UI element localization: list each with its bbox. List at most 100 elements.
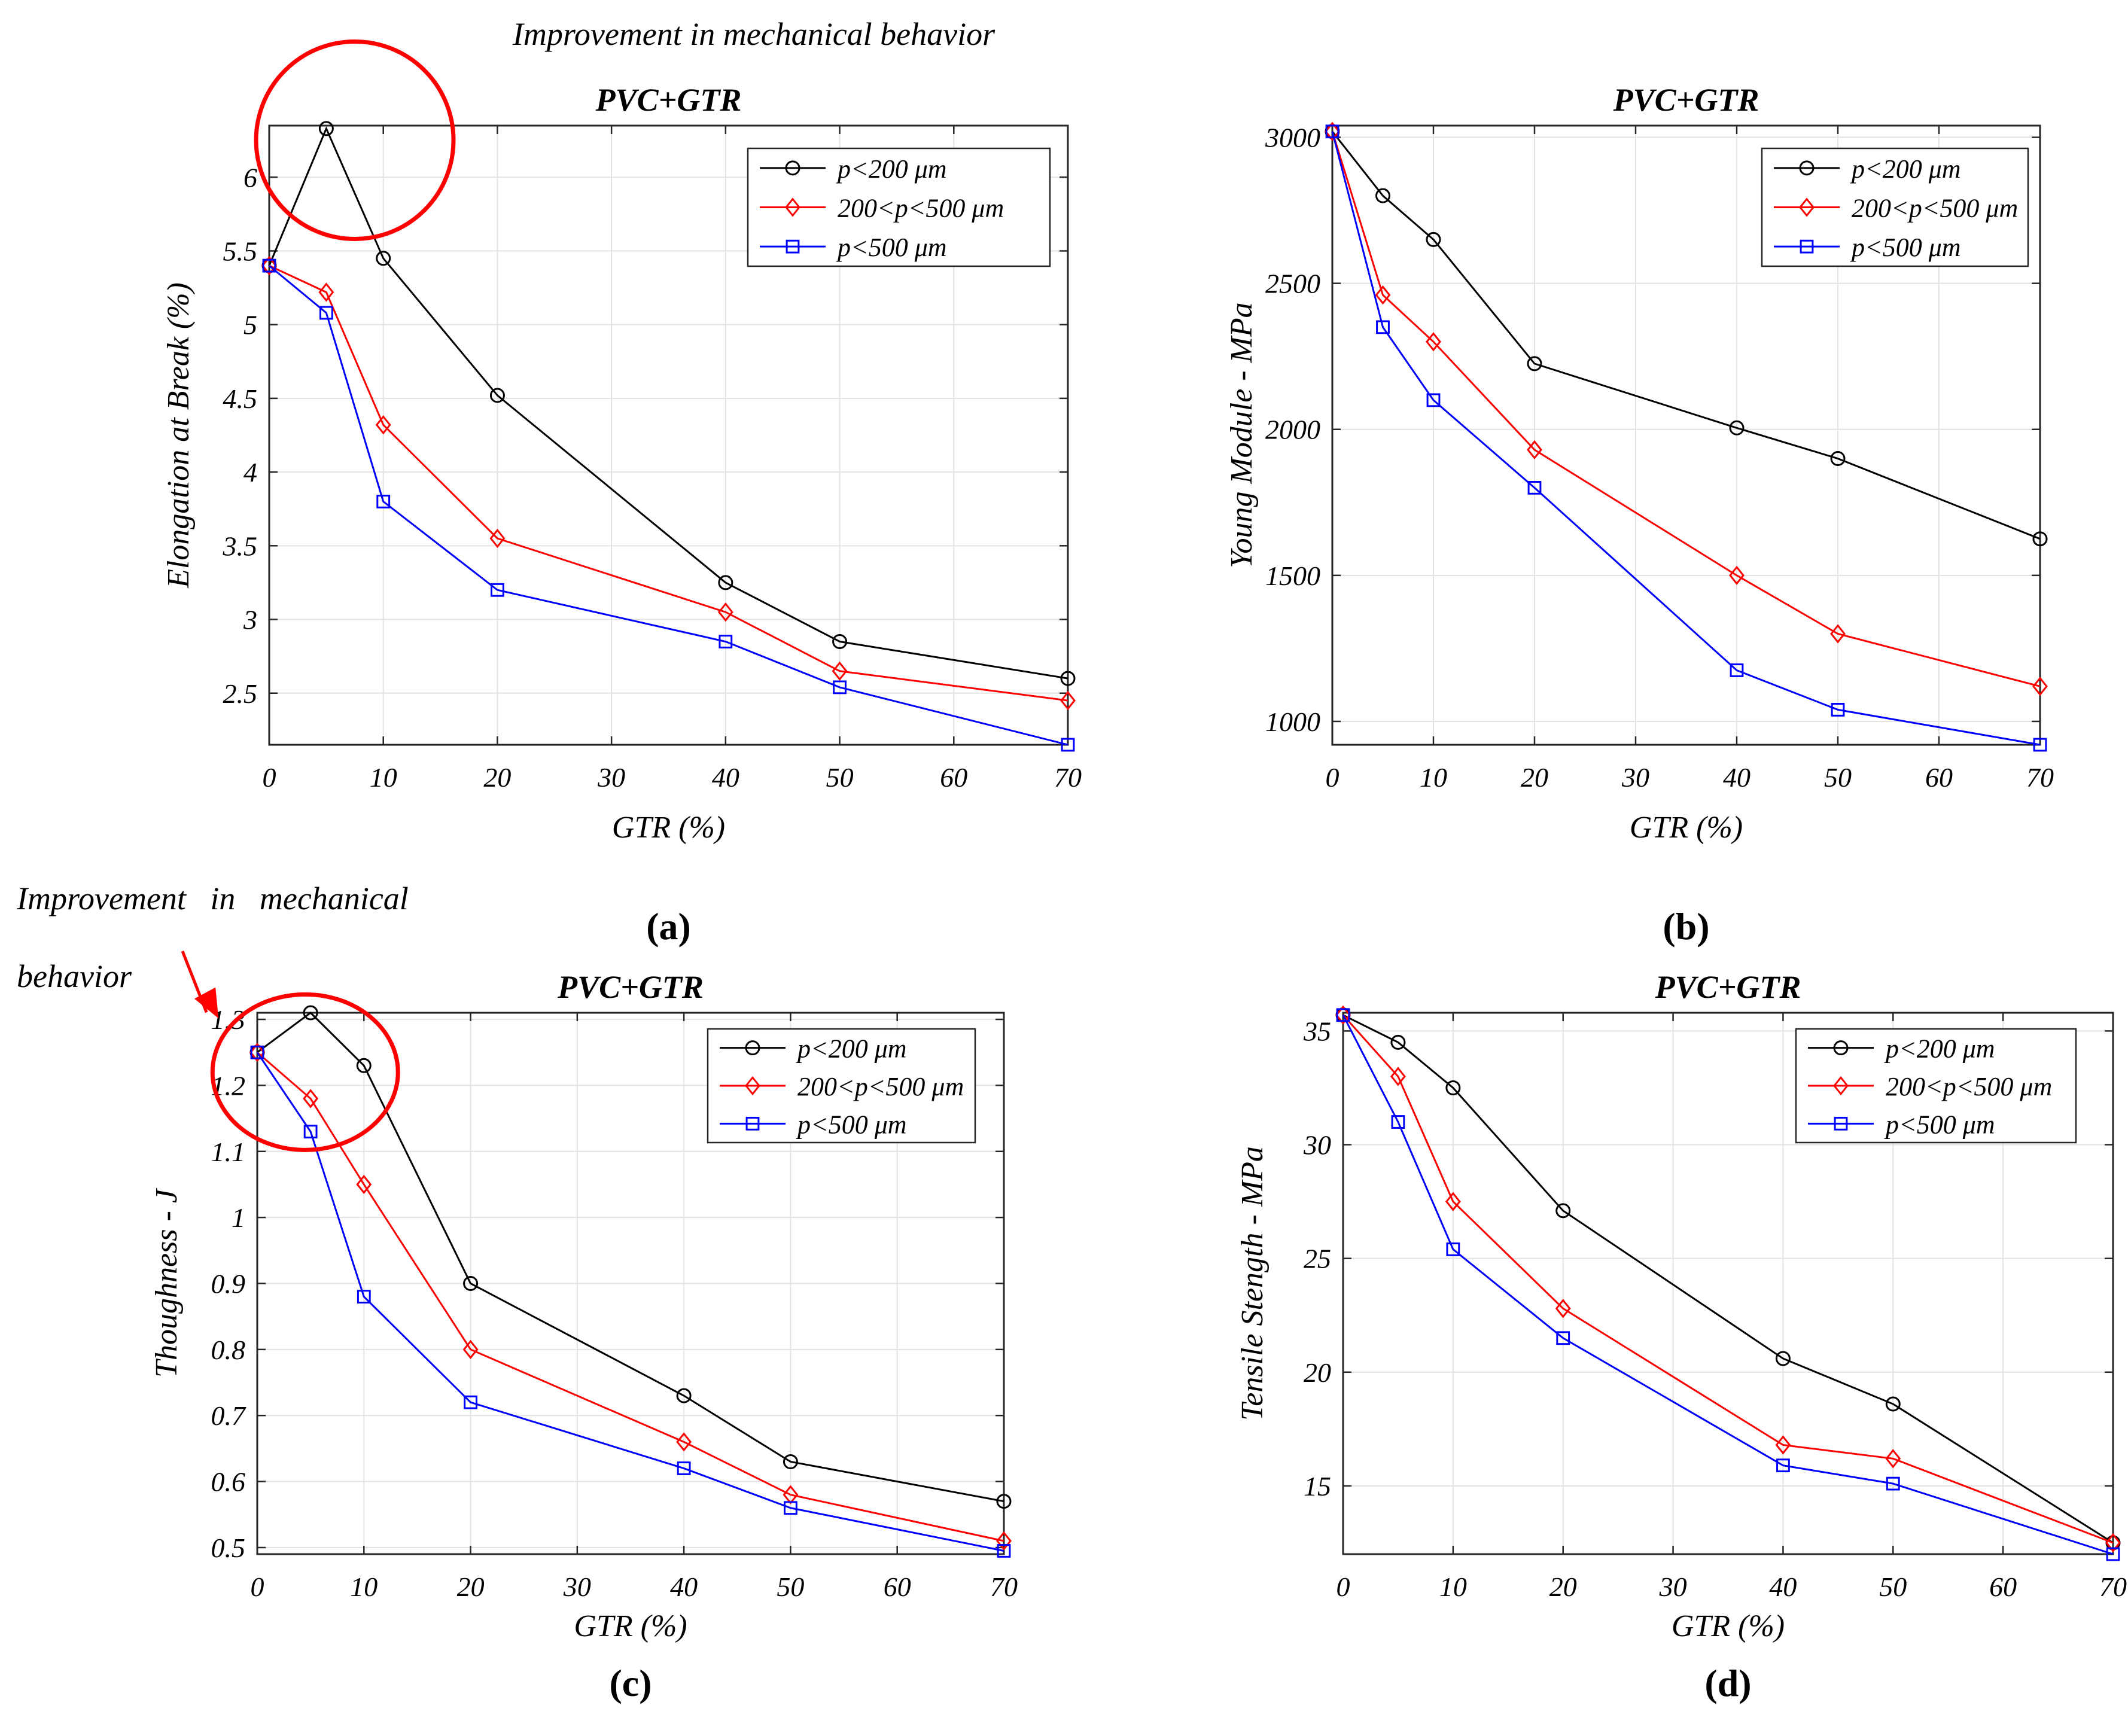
panel-label: (a) xyxy=(646,905,691,948)
data-point-circle xyxy=(832,634,848,649)
y-tick-label: 2500 xyxy=(1265,269,1320,299)
y-tick-label: 4 xyxy=(243,457,257,488)
x-axis-label: GTR (%) xyxy=(612,811,725,845)
data-point-circle xyxy=(1375,188,1390,203)
x-tick-label: 50 xyxy=(826,762,854,793)
data-point-diamond xyxy=(356,1174,372,1195)
data-point-square xyxy=(1730,663,1744,677)
series-circle xyxy=(1335,1007,2121,1551)
series-line xyxy=(1342,1015,2114,1555)
data-point-square xyxy=(250,1045,264,1059)
plot-area-frame xyxy=(268,124,1069,746)
legend-entry: 200<p<500 μm xyxy=(838,194,1004,223)
data-point-diamond xyxy=(462,1339,479,1360)
annotation-arrow-head xyxy=(194,987,219,1019)
legend-marker-square xyxy=(1800,239,1814,254)
series-line xyxy=(269,264,1068,702)
x-tick-label: 50 xyxy=(777,1571,804,1602)
data-point-circle xyxy=(1445,1080,1461,1095)
data-point-diamond xyxy=(1060,690,1076,711)
chart-title: PVC+GTR xyxy=(595,82,742,118)
plot-area-frame xyxy=(1331,124,2041,746)
data-point-circle xyxy=(1555,1203,1571,1219)
x-tick-label: 20 xyxy=(1521,762,1548,793)
annotation-top-text: Improvement in mechanical behavior xyxy=(512,16,995,52)
data-point-diamond xyxy=(1729,565,1745,585)
data-point-diamond xyxy=(2032,677,2048,696)
series-diamond xyxy=(1325,121,2048,696)
chart-title: PVC+GTR xyxy=(1655,969,1801,1005)
x-tick-label: 60 xyxy=(884,1571,911,1602)
data-point-diamond xyxy=(1426,332,1441,352)
x-tick-label: 60 xyxy=(1989,1571,2017,1602)
legend: p<200 μm 200<p<500 μm p<500 μm xyxy=(1795,1028,2077,1144)
chart-panel-c: 0 10 20 30 40 50 60 700.50.60.70.80.911.11.21.3… xyxy=(150,969,1018,1704)
y-tick-label: 3000 xyxy=(1265,123,1320,153)
series-line xyxy=(257,1012,1004,1503)
x-tick-label: 30 xyxy=(563,1571,591,1602)
series-line xyxy=(269,264,1068,746)
series-square xyxy=(1325,124,2047,752)
x-tick-label: 40 xyxy=(670,1571,698,1602)
data-point-square xyxy=(491,583,504,597)
x-tick-label: 40 xyxy=(1769,1571,1797,1602)
data-point-circle xyxy=(376,251,391,266)
x-tick-label: 70 xyxy=(1054,762,1082,793)
legend-entry: p<500 μm xyxy=(1850,233,1961,262)
legend-marker-circle xyxy=(785,160,800,176)
data-point-square xyxy=(719,635,733,648)
data-point-diamond xyxy=(303,1089,319,1108)
y-tick-label: 0.6 xyxy=(211,1467,246,1497)
y-tick-label: 1500 xyxy=(1265,561,1320,591)
chart-panel-d: 0 10 20 30 40 50 60 70 15 20 25 30 35 PVC+GTR GTR (%) T… xyxy=(1235,969,2127,1704)
data-point-diamond xyxy=(1830,624,1846,644)
x-tick-label: 10 xyxy=(1439,1571,1467,1602)
series-square xyxy=(262,258,1075,752)
data-point-square xyxy=(1376,320,1390,334)
y-tick-label: 30 xyxy=(1303,1130,1331,1161)
data-point-diamond xyxy=(1445,1192,1461,1211)
data-point-square xyxy=(784,1501,797,1515)
legend-marker-circle xyxy=(1799,160,1815,176)
x-tick-label: 40 xyxy=(712,762,739,793)
data-point-square xyxy=(376,494,391,508)
series-diamond xyxy=(249,1043,1012,1551)
y-axis-label: Elongation at Break (%) xyxy=(162,282,196,589)
legend-entry: 200<p<500 μm xyxy=(1852,194,2018,223)
legend-entry: p<200 μm xyxy=(836,154,947,184)
x-tick-label: 60 xyxy=(940,762,967,793)
data-point-square xyxy=(1391,1115,1405,1129)
series-square xyxy=(1336,1008,2120,1561)
data-point-square xyxy=(1446,1242,1460,1256)
data-point-diamond xyxy=(1555,1299,1571,1318)
data-point-circle xyxy=(1775,1351,1791,1366)
data-point-square xyxy=(1886,1476,1900,1491)
data-point-diamond xyxy=(1375,285,1391,305)
y-tick-label: 2.5 xyxy=(223,678,258,709)
legend-entry: p<200 μm xyxy=(796,1034,907,1064)
series-line xyxy=(1331,131,2041,746)
y-tick-label: 0.5 xyxy=(211,1533,246,1563)
series-diamond xyxy=(1335,1005,2121,1553)
x-tick-label: 0 xyxy=(263,762,276,793)
data-point-square xyxy=(1061,738,1075,752)
legend-marker-diamond xyxy=(785,197,800,217)
x-tick-label: 0 xyxy=(1326,762,1339,793)
legend-marker-diamond xyxy=(1799,197,1815,217)
data-point-circle xyxy=(303,1005,318,1021)
data-point-square xyxy=(1527,480,1542,495)
data-point-circle xyxy=(996,1494,1012,1509)
x-tick-label: 70 xyxy=(2026,762,2054,793)
y-tick-label: 3 xyxy=(243,605,257,635)
x-axis-label: GTR (%) xyxy=(574,1609,687,1643)
data-point-circle xyxy=(1830,451,1846,467)
data-point-square xyxy=(1776,1458,1790,1473)
panel-label: (c) xyxy=(609,1662,652,1704)
data-point-square xyxy=(1556,1331,1570,1345)
data-point-circle xyxy=(1885,1396,1901,1412)
series-line xyxy=(1331,130,2041,540)
x-tick-label: 30 xyxy=(1621,762,1649,793)
y-tick-label: 15 xyxy=(1304,1471,1331,1502)
chart-title: PVC+GTR xyxy=(557,969,704,1005)
y-axis-label: Tensile Stength - MPa xyxy=(1235,1146,1270,1421)
